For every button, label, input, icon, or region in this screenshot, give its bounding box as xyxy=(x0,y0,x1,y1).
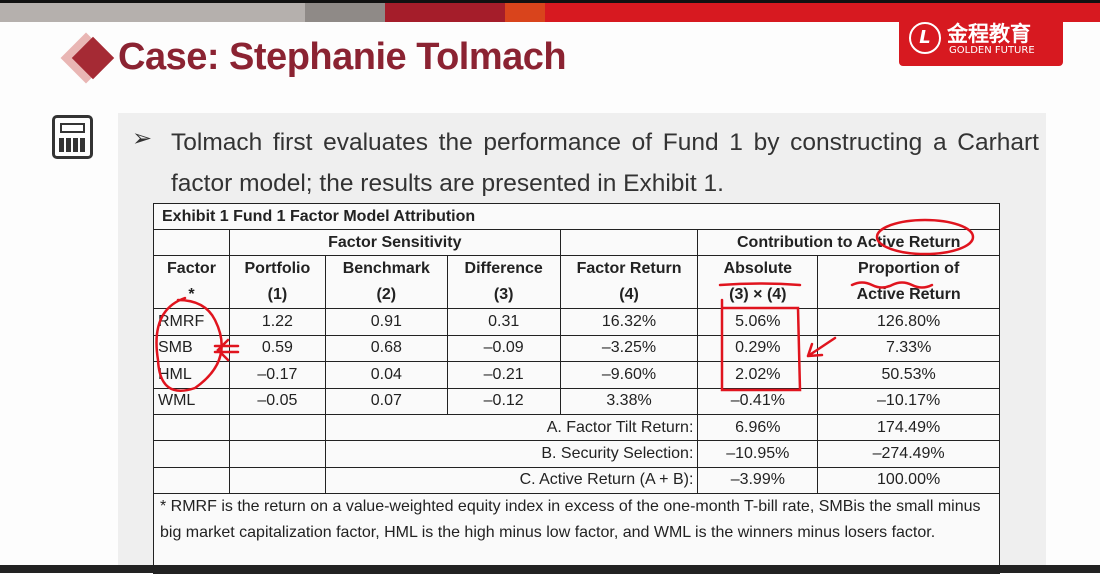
summary-value: 6.96% xyxy=(697,413,819,442)
column-header-line: * xyxy=(188,286,195,304)
logo-cn-text: 金程教育 xyxy=(947,22,1031,46)
table-cell: 3.38% xyxy=(559,387,699,415)
table-cell: 1.22 xyxy=(228,308,326,336)
table-cell: 0.07 xyxy=(324,387,448,415)
column-header: Absolute (3) × (4) xyxy=(697,255,819,310)
slide-title: Case: Stephanie Tolmach xyxy=(118,36,567,78)
factor-name: RMRF xyxy=(153,308,230,336)
column-header: Factor * xyxy=(153,255,230,310)
column-header: Portfolio (1) xyxy=(228,255,326,310)
summary-value: –3.99% xyxy=(697,466,819,495)
logo-seal-icon: L xyxy=(909,22,941,54)
column-header: Difference (3) xyxy=(446,255,561,310)
table-cell: –0.05 xyxy=(228,387,326,415)
table-cell: 16.32% xyxy=(559,308,699,336)
table-cell: –9.60% xyxy=(559,361,699,389)
column-header-line: Proportion of xyxy=(857,260,960,278)
column-header-line: (3) xyxy=(493,286,514,304)
table-title: Exhibit 1 Fund 1 Factor Model Attributio… xyxy=(153,202,1000,231)
column-header-line: Absolute xyxy=(723,260,793,278)
brand-logo: L 金程教育 GOLDEN FUTURE xyxy=(899,14,1063,66)
table-row: RMRF 1.22 0.91 0.31 16.32% 5.06% 126.80% xyxy=(153,308,1000,336)
column-header-line: Portfolio xyxy=(244,260,311,278)
bottom-bar xyxy=(0,565,1100,573)
table-cell: –3.25% xyxy=(559,334,699,363)
group-header-contribution: Contribution to Active Return xyxy=(697,229,1000,257)
summary-value: 100.00% xyxy=(817,466,1000,495)
summary-row: B. Security Selection: –10.95% –274.49% xyxy=(153,440,1000,468)
table-cell: 126.80% xyxy=(817,308,1000,336)
exhibit-table: Exhibit 1 Fund 1 Factor Model Attributio… xyxy=(153,202,1000,574)
summary-value: 174.49% xyxy=(817,413,1000,442)
table-cell: –0.12 xyxy=(446,387,561,415)
logo-en-text: GOLDEN FUTURE xyxy=(949,45,1035,56)
column-header-line: (3) × (4) xyxy=(729,286,787,304)
bullet-arrow-icon: ➢ xyxy=(132,124,153,152)
table-cell: 7.33% xyxy=(817,334,1000,363)
table-cell: –10.17% xyxy=(817,387,1000,415)
column-header-line: Difference xyxy=(464,260,543,278)
summary-value: –10.95% xyxy=(697,440,819,468)
table-cell: –0.21 xyxy=(446,361,561,389)
summary-row: C. Active Return (A + B): –3.99% 100.00% xyxy=(153,466,1000,495)
column-header-line: Benchmark xyxy=(342,260,430,278)
table-cell: 0.31 xyxy=(446,308,561,336)
column-header-line: (2) xyxy=(376,286,397,304)
factor-name: SMB xyxy=(153,334,230,363)
column-header: Factor Return (4) xyxy=(559,255,699,310)
column-header-line: Active Return xyxy=(856,286,961,304)
column-header-line: Factor Return xyxy=(576,260,682,278)
calculator-icon xyxy=(52,115,93,159)
intro-paragraph: Tolmach first evaluates the performance … xyxy=(171,129,1039,197)
table-cell: 0.91 xyxy=(324,308,448,336)
factor-name: WML xyxy=(153,387,230,415)
summary-row: A. Factor Tilt Return: 6.96% 174.49% xyxy=(153,413,1000,442)
table-cell: –0.17 xyxy=(228,361,326,389)
table-cell: 0.04 xyxy=(324,361,448,389)
table-row: WML –0.05 0.07 –0.12 3.38% –0.41% –10.17% xyxy=(153,387,1000,415)
table-cell: 2.02% xyxy=(697,361,819,389)
table-row: HML –0.17 0.04 –0.21 –9.60% 2.02% 50.53% xyxy=(153,361,1000,389)
column-header-line: (1) xyxy=(267,286,288,304)
summary-label: A. Factor Tilt Return: xyxy=(324,413,699,442)
table-cell: –0.41% xyxy=(697,387,819,415)
summary-value: –274.49% xyxy=(817,440,1000,468)
column-header: Proportion of Active Return xyxy=(817,255,1000,310)
table-cell: –0.09 xyxy=(446,334,561,363)
table-footnote: * RMRF is the return on a value-weighted… xyxy=(153,493,1000,574)
group-header-factor-sensitivity: Factor Sensitivity xyxy=(228,229,561,257)
table-cell: 50.53% xyxy=(817,361,1000,389)
factor-name: HML xyxy=(153,361,230,389)
column-header-line: Factor xyxy=(167,260,216,278)
table-row: SMB 0.59 0.68 –0.09 –3.25% 0.29% 7.33% xyxy=(153,334,1000,363)
summary-label: C. Active Return (A + B): xyxy=(324,466,699,495)
table-cell: 5.06% xyxy=(697,308,819,336)
table-cell: 0.59 xyxy=(228,334,326,363)
column-header-line: (4) xyxy=(619,286,639,304)
table-cell: 0.68 xyxy=(324,334,448,363)
summary-label: B. Security Selection: xyxy=(324,440,699,468)
table-cell: 0.29% xyxy=(697,334,819,363)
column-header: Benchmark (2) xyxy=(324,255,448,310)
